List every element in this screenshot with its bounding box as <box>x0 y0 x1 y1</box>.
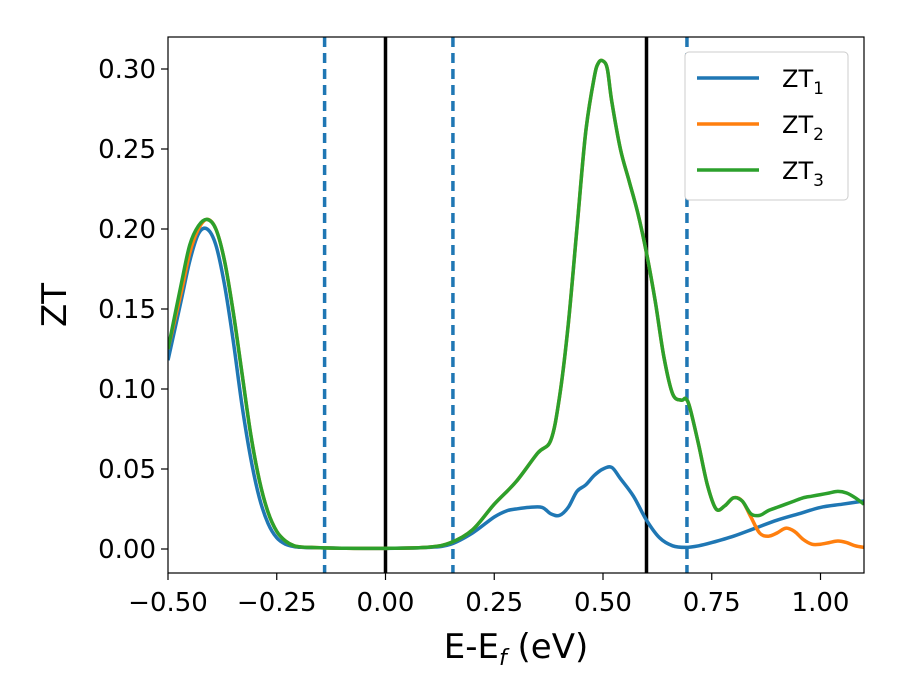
x-axis-label: E-Ef (eV) <box>444 627 589 671</box>
x-tick-label: 0.75 <box>683 588 741 618</box>
x-tick-label: 0.00 <box>357 588 415 618</box>
x-axis-label-suffix: (eV) <box>507 627 589 667</box>
y-axis-ticks: 0.00 0.05 0.10 0.15 0.20 0.25 0.30 <box>98 55 168 565</box>
x-axis-label-subscript: f <box>499 646 510 671</box>
legend-box <box>684 51 849 201</box>
x-tick-label: 0.50 <box>574 588 632 618</box>
legend-items: ZT1 ZT2 ZT3 <box>697 65 824 191</box>
y-tick-label: 0.05 <box>98 455 156 485</box>
legend-label-zt1: ZT1 <box>782 65 824 99</box>
x-tick-label: −0.25 <box>237 588 317 618</box>
y-tick-label: 0.30 <box>98 55 156 85</box>
y-tick-label: 0.00 <box>98 535 156 565</box>
series-line-zt1 <box>168 226 864 551</box>
y-tick-label: 0.25 <box>98 135 156 165</box>
legend-label-zt3: ZT3 <box>782 157 824 191</box>
x-tick-label: 0.25 <box>465 588 523 618</box>
series-lines <box>168 58 864 551</box>
y-axis-label: ZT <box>35 283 75 327</box>
y-tick-label: 0.20 <box>98 215 156 245</box>
legend-label-zt2: ZT2 <box>782 111 824 145</box>
x-tick-label: 1.00 <box>792 588 850 618</box>
legend: ZT1 ZT2 ZT3 <box>684 51 849 201</box>
x-tick-label: −0.50 <box>128 588 208 618</box>
y-tick-label: 0.10 <box>98 375 156 405</box>
plot-frame <box>167 36 865 574</box>
x-axis-ticks: −0.50 −0.25 0.00 0.25 0.50 0.75 1.00 <box>128 573 849 618</box>
y-tick-label: 0.15 <box>98 295 156 325</box>
series-line-zt3 <box>168 58 864 551</box>
x-axis-label-base: E-E <box>444 627 499 667</box>
